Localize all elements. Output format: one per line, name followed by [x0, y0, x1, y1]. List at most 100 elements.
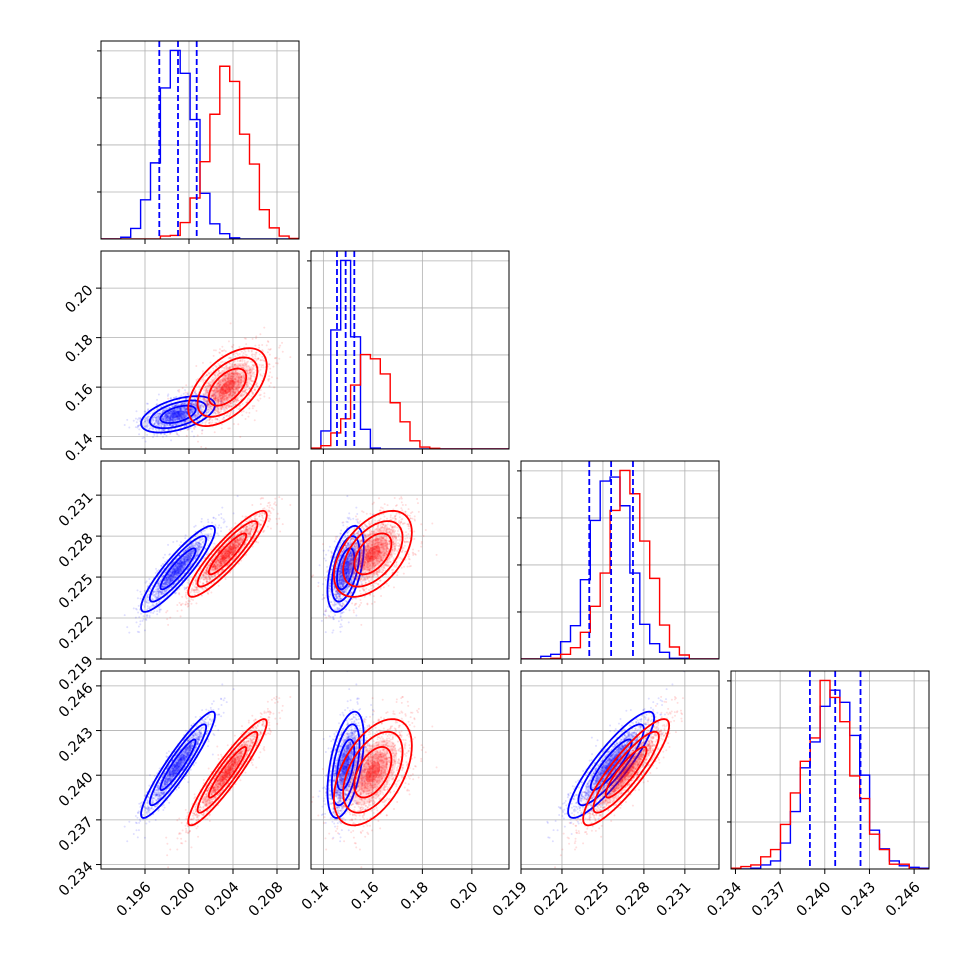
- contour-series-0-level-2: [140, 710, 216, 819]
- x-tick-label: 0.231: [654, 879, 695, 920]
- contour-series-0-level-1: [330, 723, 361, 807]
- panel-frame: [520, 670, 720, 870]
- x-tick-label: 0.225: [572, 879, 613, 920]
- contour-series-1-level-2: [187, 509, 268, 598]
- histogram-series-1: [521, 469, 719, 659]
- density-core-series-1: [203, 363, 252, 412]
- panel-frame: [100, 40, 300, 240]
- panel-frame: [310, 460, 510, 660]
- panel-2-1: [310, 460, 510, 664]
- contour-series-1-level-2: [332, 718, 413, 827]
- x-tick-label: 0.228: [613, 879, 654, 920]
- contour-series-0-level-2: [140, 524, 216, 613]
- x-tick-label: 0.234: [704, 879, 745, 920]
- panel-frame: [100, 250, 300, 450]
- contour-series-1-level-0: [353, 532, 393, 576]
- y-tick-label: 0.240: [56, 770, 97, 811]
- histogram-series-1: [101, 65, 299, 239]
- x-tick-label: 0.237: [749, 879, 790, 920]
- panel-3-1: 0.14 0.16 0.18 0.20: [299, 670, 510, 913]
- density-core-series-0: [155, 731, 201, 798]
- x-tick-label: 0.208: [246, 879, 287, 920]
- density-core-series-0: [334, 542, 357, 596]
- contour-series-1-level-1: [342, 520, 404, 588]
- y-tick-label: 0.237: [56, 814, 97, 855]
- x-tick-label: 0.18: [398, 879, 432, 913]
- contour-series-0-level-0: [589, 738, 633, 792]
- contour-series-1-level-0: [207, 532, 248, 576]
- panel-3-2: 0.219 0.222 0.225 0.228 0.231: [490, 670, 720, 920]
- contour-series-0-level-2: [326, 524, 365, 613]
- panel-frame: [520, 460, 720, 660]
- panel-frame: [100, 670, 300, 870]
- y-tick-label: 0.243: [56, 725, 97, 766]
- x-tick-label: 0.200: [158, 879, 199, 920]
- x-tick-label: 0.246: [883, 879, 924, 920]
- y-tick-label: 0.16: [63, 381, 97, 415]
- y-tick-label: 0.20: [63, 282, 97, 316]
- contour-series-1-level-2: [187, 718, 268, 827]
- y-tick-label: 0.14: [63, 431, 97, 465]
- x-tick-label: 0.240: [794, 879, 835, 920]
- panel-2-2: [517, 460, 720, 664]
- contour-series-0-level-0: [159, 738, 197, 792]
- contour-series-1-level-1: [342, 730, 404, 814]
- contour-series-0-level-1: [148, 723, 208, 807]
- contour-series-1-level-1: [592, 730, 660, 814]
- x-tick-label: 0.222: [531, 879, 572, 920]
- contour-series-1-level-2: [332, 509, 413, 598]
- contour-series-1-level-1: [196, 730, 259, 814]
- contour-series-1-level-0: [353, 746, 393, 799]
- x-tick-label: 0.219: [490, 879, 531, 920]
- density-core-series-1: [599, 739, 653, 806]
- x-tick-label: 0.196: [114, 879, 155, 920]
- y-tick-label: 0.222: [56, 612, 97, 653]
- x-tick-label: 0.243: [838, 879, 879, 920]
- density-core-series-1: [203, 527, 252, 581]
- histogram-series-0: [731, 689, 929, 869]
- panel-frame: [100, 460, 300, 660]
- contour-series-0-level-0: [159, 404, 197, 424]
- contour-series-1-level-1: [196, 520, 259, 588]
- contour-series-1-level-0: [207, 746, 248, 799]
- x-tick-label: 0.20: [447, 879, 481, 913]
- x-tick-label: 0.204: [202, 879, 243, 920]
- panel-3-3: 0.234 0.237 0.240 0.243 0.246: [704, 670, 930, 920]
- x-tick-label: 0.16: [348, 879, 382, 913]
- contour-series-0-level-1: [577, 723, 645, 807]
- panel-0-0: [97, 40, 300, 244]
- density-core-series-1: [203, 739, 252, 806]
- scatter-points: [311, 495, 438, 634]
- histogram-series-0: [311, 259, 509, 449]
- contour-series-0-level-1: [148, 535, 208, 603]
- density-core-series-0: [155, 542, 201, 596]
- scatter-points: [123, 671, 292, 869]
- contour-series-0-level-2: [567, 710, 656, 819]
- histogram-series-1: [731, 679, 929, 869]
- panel-1-0: 0.14 0.16 0.18 0.20: [63, 250, 300, 465]
- contour-series-1-level-1: [196, 356, 259, 418]
- panel-frame: [310, 670, 510, 870]
- panel-1-1: [307, 250, 510, 454]
- panel-frame: [730, 670, 930, 870]
- contour-series-1-level-2: [582, 718, 671, 827]
- density-core-series-1: [348, 739, 398, 806]
- contour-series-1-level-0: [604, 746, 648, 799]
- panel-frame: [310, 250, 510, 450]
- contour-series-1-level-0: [207, 367, 248, 407]
- histogram-series-0: [521, 476, 719, 659]
- density-core-series-1: [348, 527, 398, 581]
- x-tick-label: 0.14: [299, 879, 333, 913]
- contour-series-0-level-0: [159, 547, 197, 591]
- histogram-series-0: [101, 49, 299, 239]
- y-tick-label: 0.228: [56, 530, 97, 571]
- contour-series-1-level-2: [187, 347, 268, 428]
- y-tick-label: 0.225: [56, 571, 97, 612]
- y-tick-label: 0.234: [56, 859, 97, 900]
- y-tick-label: 0.18: [63, 332, 97, 366]
- y-tick-label: 0.231: [56, 489, 97, 530]
- density-core-series-0: [155, 403, 201, 426]
